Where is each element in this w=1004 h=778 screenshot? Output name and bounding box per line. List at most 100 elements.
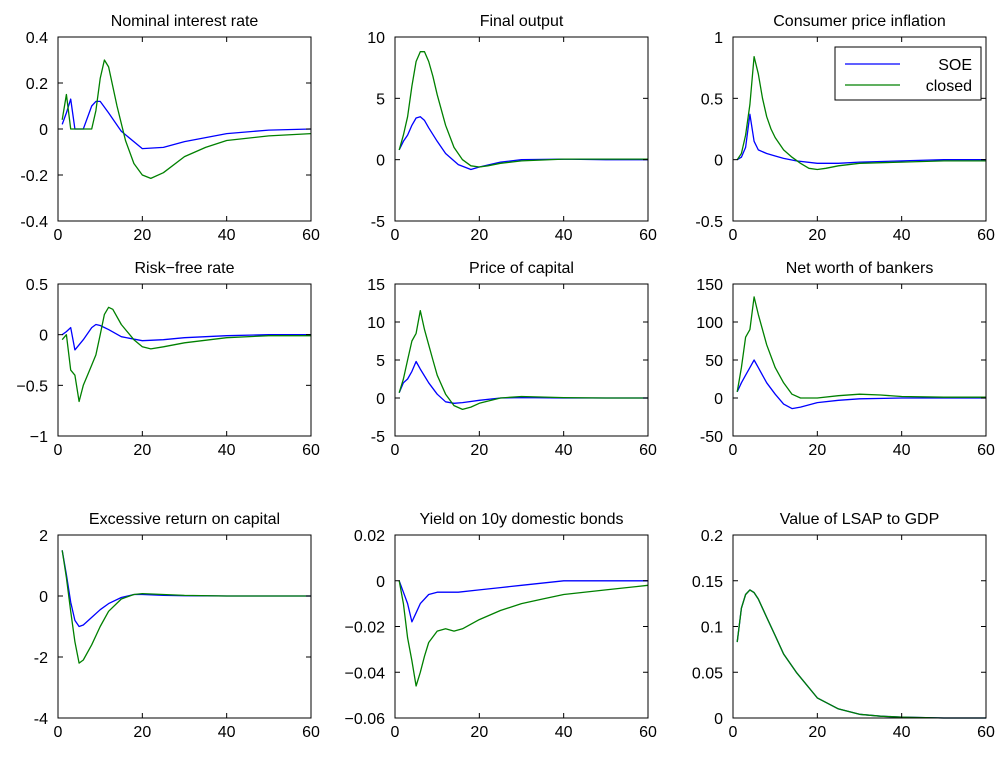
panel-title: Consumer price inflation (773, 13, 946, 30)
y-tick-label: 0 (376, 391, 385, 408)
y-tick-label: −1 (30, 429, 48, 446)
y-tick-label: -2 (34, 650, 48, 667)
x-tick-label: 40 (218, 442, 236, 459)
x-tick-label: 0 (54, 442, 63, 459)
y-tick-label: -0.4 (20, 214, 48, 231)
panel-title: Value of LSAP to GDP (780, 511, 940, 528)
series-line-closed (398, 51, 648, 168)
series-line-SOE (61, 98, 312, 150)
legend: SOE closed (834, 46, 982, 101)
axes-box (57, 283, 312, 437)
panel-title: Excessive return on capital (89, 511, 280, 528)
x-tick-label: 20 (470, 227, 488, 244)
x-tick-label: 40 (893, 442, 911, 459)
y-tick-label: 100 (696, 315, 723, 332)
y-tick-label: 0 (39, 328, 48, 345)
panel-3: Risk−free rate 0 20 40 60 −1 −0.5 0 0.5 (16, 260, 320, 459)
x-tick-label: 20 (133, 442, 151, 459)
axes-box (732, 36, 987, 222)
y-tick-label: −0.06 (345, 711, 386, 728)
x-tick-label: 20 (133, 227, 151, 244)
series-line-closed (736, 589, 986, 719)
x-tick-label: 0 (54, 227, 63, 244)
axes-box (57, 36, 312, 222)
y-tick-label: 0.02 (354, 528, 385, 545)
x-tick-label: 40 (555, 442, 573, 459)
x-tick-label: 20 (808, 227, 826, 244)
x-tick-label: 40 (218, 724, 236, 741)
y-tick-label: −0.02 (345, 620, 386, 637)
x-tick-label: 0 (391, 227, 400, 244)
y-tick-label: -5 (371, 429, 385, 446)
x-tick-label: 60 (977, 227, 995, 244)
y-tick-label: -5 (371, 214, 385, 231)
y-tick-label: -4 (34, 711, 48, 728)
y-tick-label: 0 (376, 153, 385, 170)
axes-box (732, 283, 987, 437)
panel-8: Value of LSAP to GDP 0 20 40 60 0 0.05 0.1 0.15 0… (692, 511, 995, 741)
series-line-closed (736, 296, 986, 399)
axes-box (394, 36, 649, 222)
panel-7: Yield on 10y domestic bonds 0 20 40 60 −0.06 −… (345, 511, 657, 741)
x-tick-label: 60 (302, 724, 320, 741)
y-tick-label: −0.04 (345, 665, 386, 682)
panel-1: Final output 0 20 40 60 -5 0 5 10 (367, 13, 657, 244)
y-tick-label: 0 (714, 711, 723, 728)
x-tick-label: 20 (808, 442, 826, 459)
panel-title: Net worth of bankers (786, 260, 934, 277)
x-tick-label: 20 (808, 724, 826, 741)
series-line-closed (398, 580, 649, 687)
axes-box (394, 534, 649, 719)
y-tick-label: 0.15 (692, 574, 723, 591)
series-line-SOE (736, 359, 986, 410)
x-tick-label: 40 (893, 227, 911, 244)
y-tick-label: 0 (376, 574, 385, 591)
y-tick-label: 0.05 (692, 665, 723, 682)
panel-title: Nominal interest rate (111, 13, 259, 30)
series-line-SOE (736, 589, 986, 719)
x-tick-label: 40 (218, 227, 236, 244)
series-line-SOE (398, 116, 648, 171)
y-tick-label: -50 (700, 429, 723, 446)
series-line-closed (398, 309, 648, 411)
series-line-SOE (398, 580, 648, 623)
x-tick-label: 20 (470, 724, 488, 741)
y-tick-label: 0.5 (26, 277, 48, 294)
legend-label: SOE (938, 57, 972, 74)
panel-title: Price of capital (469, 260, 574, 277)
y-tick-label: −0.5 (16, 378, 48, 395)
panel-5: Net worth of bankers 0 20 40 60 -50 0 50 100 150 (696, 260, 995, 459)
x-tick-label: 0 (729, 227, 738, 244)
y-tick-label: 0.2 (701, 528, 723, 545)
x-tick-label: 0 (729, 724, 738, 741)
y-tick-label: 0.5 (701, 91, 723, 108)
y-tick-label: 0.1 (701, 620, 723, 637)
y-tick-label: 0 (714, 391, 723, 408)
series-line-closed (61, 59, 312, 180)
series-line-closed (61, 550, 311, 664)
y-tick-label: 150 (696, 277, 723, 294)
x-tick-label: 0 (54, 724, 63, 741)
panel-title: Yield on 10y domestic bonds (420, 511, 624, 528)
x-tick-label: 0 (729, 442, 738, 459)
x-tick-label: 60 (977, 724, 995, 741)
y-tick-label: -0.2 (20, 168, 48, 185)
x-tick-label: 0 (391, 442, 400, 459)
y-tick-label: 5 (376, 91, 385, 108)
legend-label: closed (926, 78, 972, 95)
x-tick-label: 20 (133, 724, 151, 741)
y-tick-label: 2 (39, 528, 48, 545)
series-line-SOE (61, 323, 311, 351)
legend-box (834, 46, 982, 101)
axes-box (57, 534, 312, 719)
y-tick-label: 50 (705, 353, 723, 370)
y-tick-label: 0.2 (26, 76, 48, 93)
panel-0: Nominal interest rate 0 20 40 60 -0.4 -0.2 0 0.2… (20, 13, 320, 244)
y-tick-label: 0 (39, 122, 48, 139)
panel-title: Risk−free rate (134, 260, 234, 277)
x-tick-label: 60 (639, 227, 657, 244)
x-tick-label: 40 (555, 227, 573, 244)
x-tick-label: 0 (391, 724, 400, 741)
x-tick-label: 60 (302, 227, 320, 244)
